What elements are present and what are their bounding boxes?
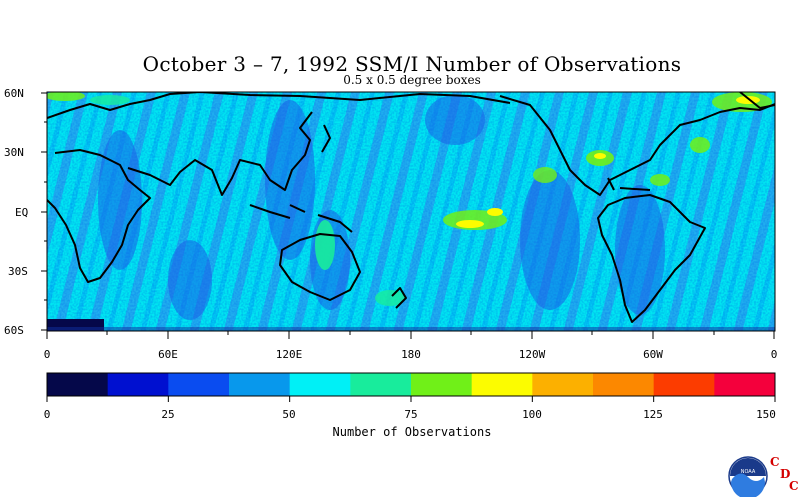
noaa-logo-text: NOAA <box>741 469 756 475</box>
map-panel <box>47 92 775 331</box>
colorbar-swatch <box>168 373 230 396</box>
colorbar-title: Number of Observations <box>332 425 492 439</box>
colorbar-swatch <box>471 373 533 396</box>
lon-label-0-right: 0 <box>770 348 778 361</box>
lat-label-60s: 60S <box>4 324 24 337</box>
logo-letter-c1: C <box>770 455 780 469</box>
colorbar-swatch <box>289 373 351 396</box>
colorbar-label-25: 25 <box>161 408 175 421</box>
lon-label-120e: 120E <box>275 348 303 361</box>
map-subtitle: 0.5 x 0.5 degree boxes <box>343 73 481 87</box>
lat-label-30n: 30N <box>4 146 24 159</box>
colorbar-label-0: 0 <box>43 408 51 421</box>
lon-label-180: 180 <box>401 348 421 361</box>
logo-letter-d: D <box>780 467 791 481</box>
lon-ticks <box>46 331 775 339</box>
colorbar-swatch <box>593 373 655 396</box>
colorbar <box>46 372 776 402</box>
colorbar-label-100: 100 <box>522 408 542 421</box>
colorbar-swatch <box>532 373 594 396</box>
lon-label-0-left: 0 <box>43 348 51 361</box>
lat-label-30s: 30S <box>8 265 28 278</box>
colorbar-label-150: 150 <box>756 408 776 421</box>
colorbar-swatch <box>714 373 776 396</box>
observation-field <box>47 92 775 331</box>
lon-label-60w: 60W <box>643 348 663 361</box>
lat-label-eq: EQ <box>15 206 29 219</box>
noaa-logo: NOAA <box>728 456 768 497</box>
colorbar-swatch <box>350 373 412 396</box>
logo-letter-c2: C <box>789 479 799 493</box>
colorbar-label-50: 50 <box>282 408 296 421</box>
colorbar-swatch <box>107 373 169 396</box>
coastlines <box>47 92 775 323</box>
colorbar-swatch <box>47 373 109 396</box>
lon-label-60e: 60E <box>158 348 178 361</box>
colorbar-swatch <box>653 373 715 396</box>
map-title: October 3 – 7, 1992 SSM/I Number of Obse… <box>142 52 682 76</box>
high-density-zones <box>47 92 772 306</box>
colorbar-label-75: 75 <box>404 408 418 421</box>
lat-ticks <box>41 92 47 331</box>
colorbar-label-125: 125 <box>643 408 663 421</box>
lon-label-120w: 120W <box>518 348 546 361</box>
lat-label-60n: 60N <box>4 87 24 100</box>
colorbar-swatch <box>411 373 473 396</box>
colorbar-swatch <box>229 373 291 396</box>
